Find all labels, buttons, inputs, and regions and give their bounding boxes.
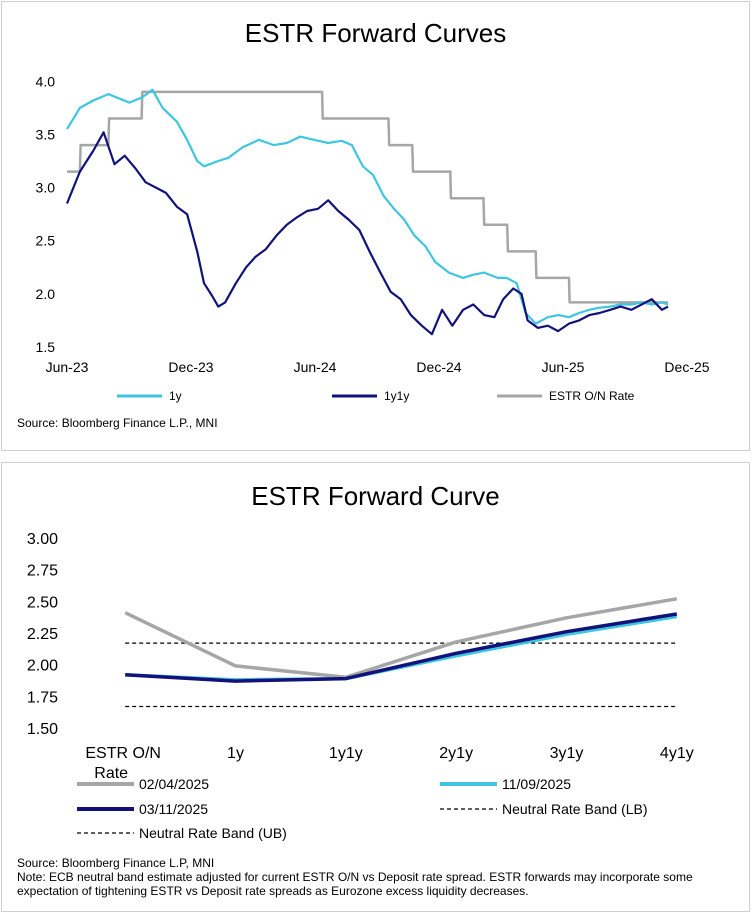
y-tick-label: 4.0 <box>36 73 56 89</box>
chart-panel-estr-forward-curves: ESTR Forward Curves 1.5 2.0 2.5 3.0 3.5 4.0 Ju… <box>1 1 750 451</box>
y-tick-label: 1.5 <box>36 339 56 355</box>
x-tick-label: Dec-24 <box>416 359 461 375</box>
legend-label-neutral-rate-band-ub: Neutral Rate Band (UB) <box>139 825 287 841</box>
x-tick-label: 4y1y <box>660 745 694 762</box>
legend-label-11-09-2025: 11/09/2025 <box>502 776 571 792</box>
y-tick-label: 1.50 <box>27 721 58 738</box>
y-tick-label: 2.25 <box>27 626 58 643</box>
series-line-1y <box>66 88 669 325</box>
x-tick-label: Dec-25 <box>664 359 709 375</box>
series-line-03-11-2025 <box>125 612 678 683</box>
legend-label-1y: 1y <box>169 389 182 403</box>
chart-panel-estr-forward-curve: ESTR Forward Curve 1.50 1.75 2.00 2.25 2.50 2… <box>1 462 750 912</box>
series-line-estr-o-n-rate <box>67 90 668 304</box>
y-tick-label: 2.75 <box>27 563 58 580</box>
legend-label-1y1y: 1y1y <box>384 389 409 403</box>
x-tick-line: ESTR O/N <box>85 745 161 762</box>
x-tick-line: Rate <box>94 765 128 782</box>
y-tick-label: 3.5 <box>36 126 56 142</box>
y-tick-label: 2.0 <box>36 286 56 302</box>
legend-label-estr-o-n-rate: ESTR O/N Rate <box>549 389 635 403</box>
chart-source: Source: Bloomberg Finance L.P, MNI Note:… <box>17 856 742 898</box>
x-tick-label: Dec-23 <box>168 359 213 375</box>
y-tick-label: 2.00 <box>27 658 58 675</box>
x-tick-label: 2y1y <box>439 745 473 762</box>
x-tick-label: Jun-23 <box>46 359 89 375</box>
legend-label-03-11-2025: 03/11/2025 <box>139 801 208 817</box>
x-tick-label: Jun-25 <box>542 359 585 375</box>
y-tick-label: 3.0 <box>36 180 56 196</box>
series-line-1y1y <box>65 131 669 336</box>
x-tick-label: 1y <box>227 745 244 762</box>
x-tick-label: Jun-24 <box>294 359 337 375</box>
x-tick-label: 1y1y <box>329 745 363 762</box>
chart-title: ESTR Forward Curves <box>244 18 507 48</box>
line-chart-estr-forward-curve: 1.50 1.75 2.00 2.25 2.50 2.75 3.00 ESTR O/N Rate… <box>27 531 694 841</box>
chart-note: Note: ECB neutral band estimate adjusted… <box>17 870 693 898</box>
chart-title: ESTR Forward Curve <box>251 481 500 511</box>
x-tick-label: ESTR O/N Rate <box>85 745 161 782</box>
series-line-02-04-2025 <box>124 597 678 680</box>
y-tick-label: 2.50 <box>27 594 58 611</box>
line-chart-estr-forward-curves: 1.5 2.0 2.5 3.0 3.5 4.0 Jun-23 Dec-23 Jun-24 Dec-… <box>36 73 710 403</box>
chart-source: Source: Bloomberg Finance L.P., MNI <box>17 416 218 430</box>
y-tick-label: 3.00 <box>27 531 58 548</box>
x-tick-label: 3y1y <box>550 745 584 762</box>
y-tick-label: 2.5 <box>36 233 56 249</box>
legend-label-neutral-rate-band-lb: Neutral Rate Band (LB) <box>502 801 648 817</box>
legend-label-02-04-2025: 02/04/2025 <box>139 776 209 792</box>
chart-source-text: Source: Bloomberg Finance L.P, MNI <box>17 856 215 870</box>
y-tick-label: 1.75 <box>27 689 58 706</box>
